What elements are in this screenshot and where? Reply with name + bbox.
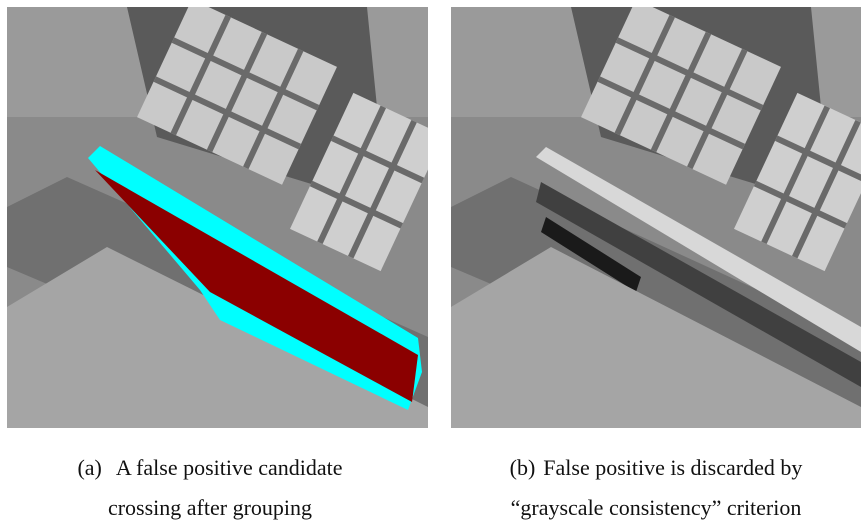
caption-b: (b) False positive is discarded by “grays… xyxy=(446,448,861,528)
figure: (a)A false positive candidate crossing a… xyxy=(0,0,861,521)
caption-a: (a) A false positive candidate crossing a… xyxy=(0,448,420,528)
caption-line: False positive is discarded by xyxy=(543,455,802,480)
caption-line: A false positive candidate xyxy=(116,455,343,480)
image-b xyxy=(451,7,861,428)
image-a xyxy=(7,7,428,428)
caption-line: “grayscale consistency” criterion xyxy=(446,488,861,528)
caption-line: crossing after grouping xyxy=(0,488,420,528)
caption-label: (b) xyxy=(510,455,536,480)
caption-label: (a) xyxy=(77,455,101,480)
